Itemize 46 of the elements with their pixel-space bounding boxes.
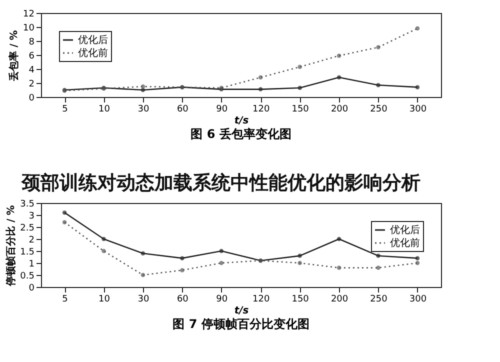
y-tick-label: 2 [28,236,34,246]
x-tick-label: 300 [409,294,427,304]
y-tick-label: 4 [28,66,35,76]
x-tick-label: 250 [370,104,388,114]
y-tick-label: 1 [28,260,34,270]
legend-label: 优化前 [390,237,420,249]
x-tick-label: 90 [216,104,228,114]
legend-label: 优化后 [78,34,108,46]
x-tick-label: 60 [176,294,189,304]
x-tick-label: 200 [330,294,348,304]
x-tick-label: 10 [98,104,110,114]
x-tick-label: 5 [62,104,68,114]
x-tick-label: 150 [292,104,310,114]
x-tick-label: 30 [138,104,150,114]
text: 图 7 停顿帧百分比变化图 [172,317,310,331]
y-tick-label: 8 [28,38,35,48]
x-tick-label: 30 [138,294,150,304]
y-axis-title: 停顿帧百分比 / % [5,205,18,287]
y-tick-label: 12 [23,10,34,20]
y-tick-label: 10 [23,24,35,34]
x-axis-title: t/s [234,116,249,126]
y-tick-label: 0 [28,94,35,104]
x-tick-label: 150 [292,294,310,304]
y-tick-label: 1.5 [20,248,34,258]
x-axis-title: t/s [234,306,249,316]
x-tick-label: 300 [409,104,427,114]
y-tick-label: 0.5 [20,272,34,282]
y-tick-label: 0 [28,284,35,294]
x-tick-label: 10 [98,294,110,304]
x-tick-label: 5 [62,294,68,304]
y-axis-title: 丢包率 / % [8,30,20,82]
text: 颈部训练对动态加载系统中性能优化的影响分析 [20,172,420,194]
x-tick-label: 90 [216,294,228,304]
legend-label: 优化后 [390,224,420,236]
x-tick-label: 120 [252,104,270,114]
x-tick-label: 120 [252,294,270,304]
y-tick-label: 2.5 [20,224,34,234]
y-tick-label: 2 [28,80,34,90]
x-tick-label: 200 [330,104,348,114]
text: 图 6 丢包率变化图 [190,127,292,141]
y-tick-label: 3.5 [20,200,34,210]
legend-label: 优化前 [78,47,108,59]
x-tick-label: 250 [370,294,388,304]
y-tick-label: 3 [28,212,34,222]
y-tick-label: 6 [28,52,35,62]
x-tick-label: 60 [176,104,189,114]
